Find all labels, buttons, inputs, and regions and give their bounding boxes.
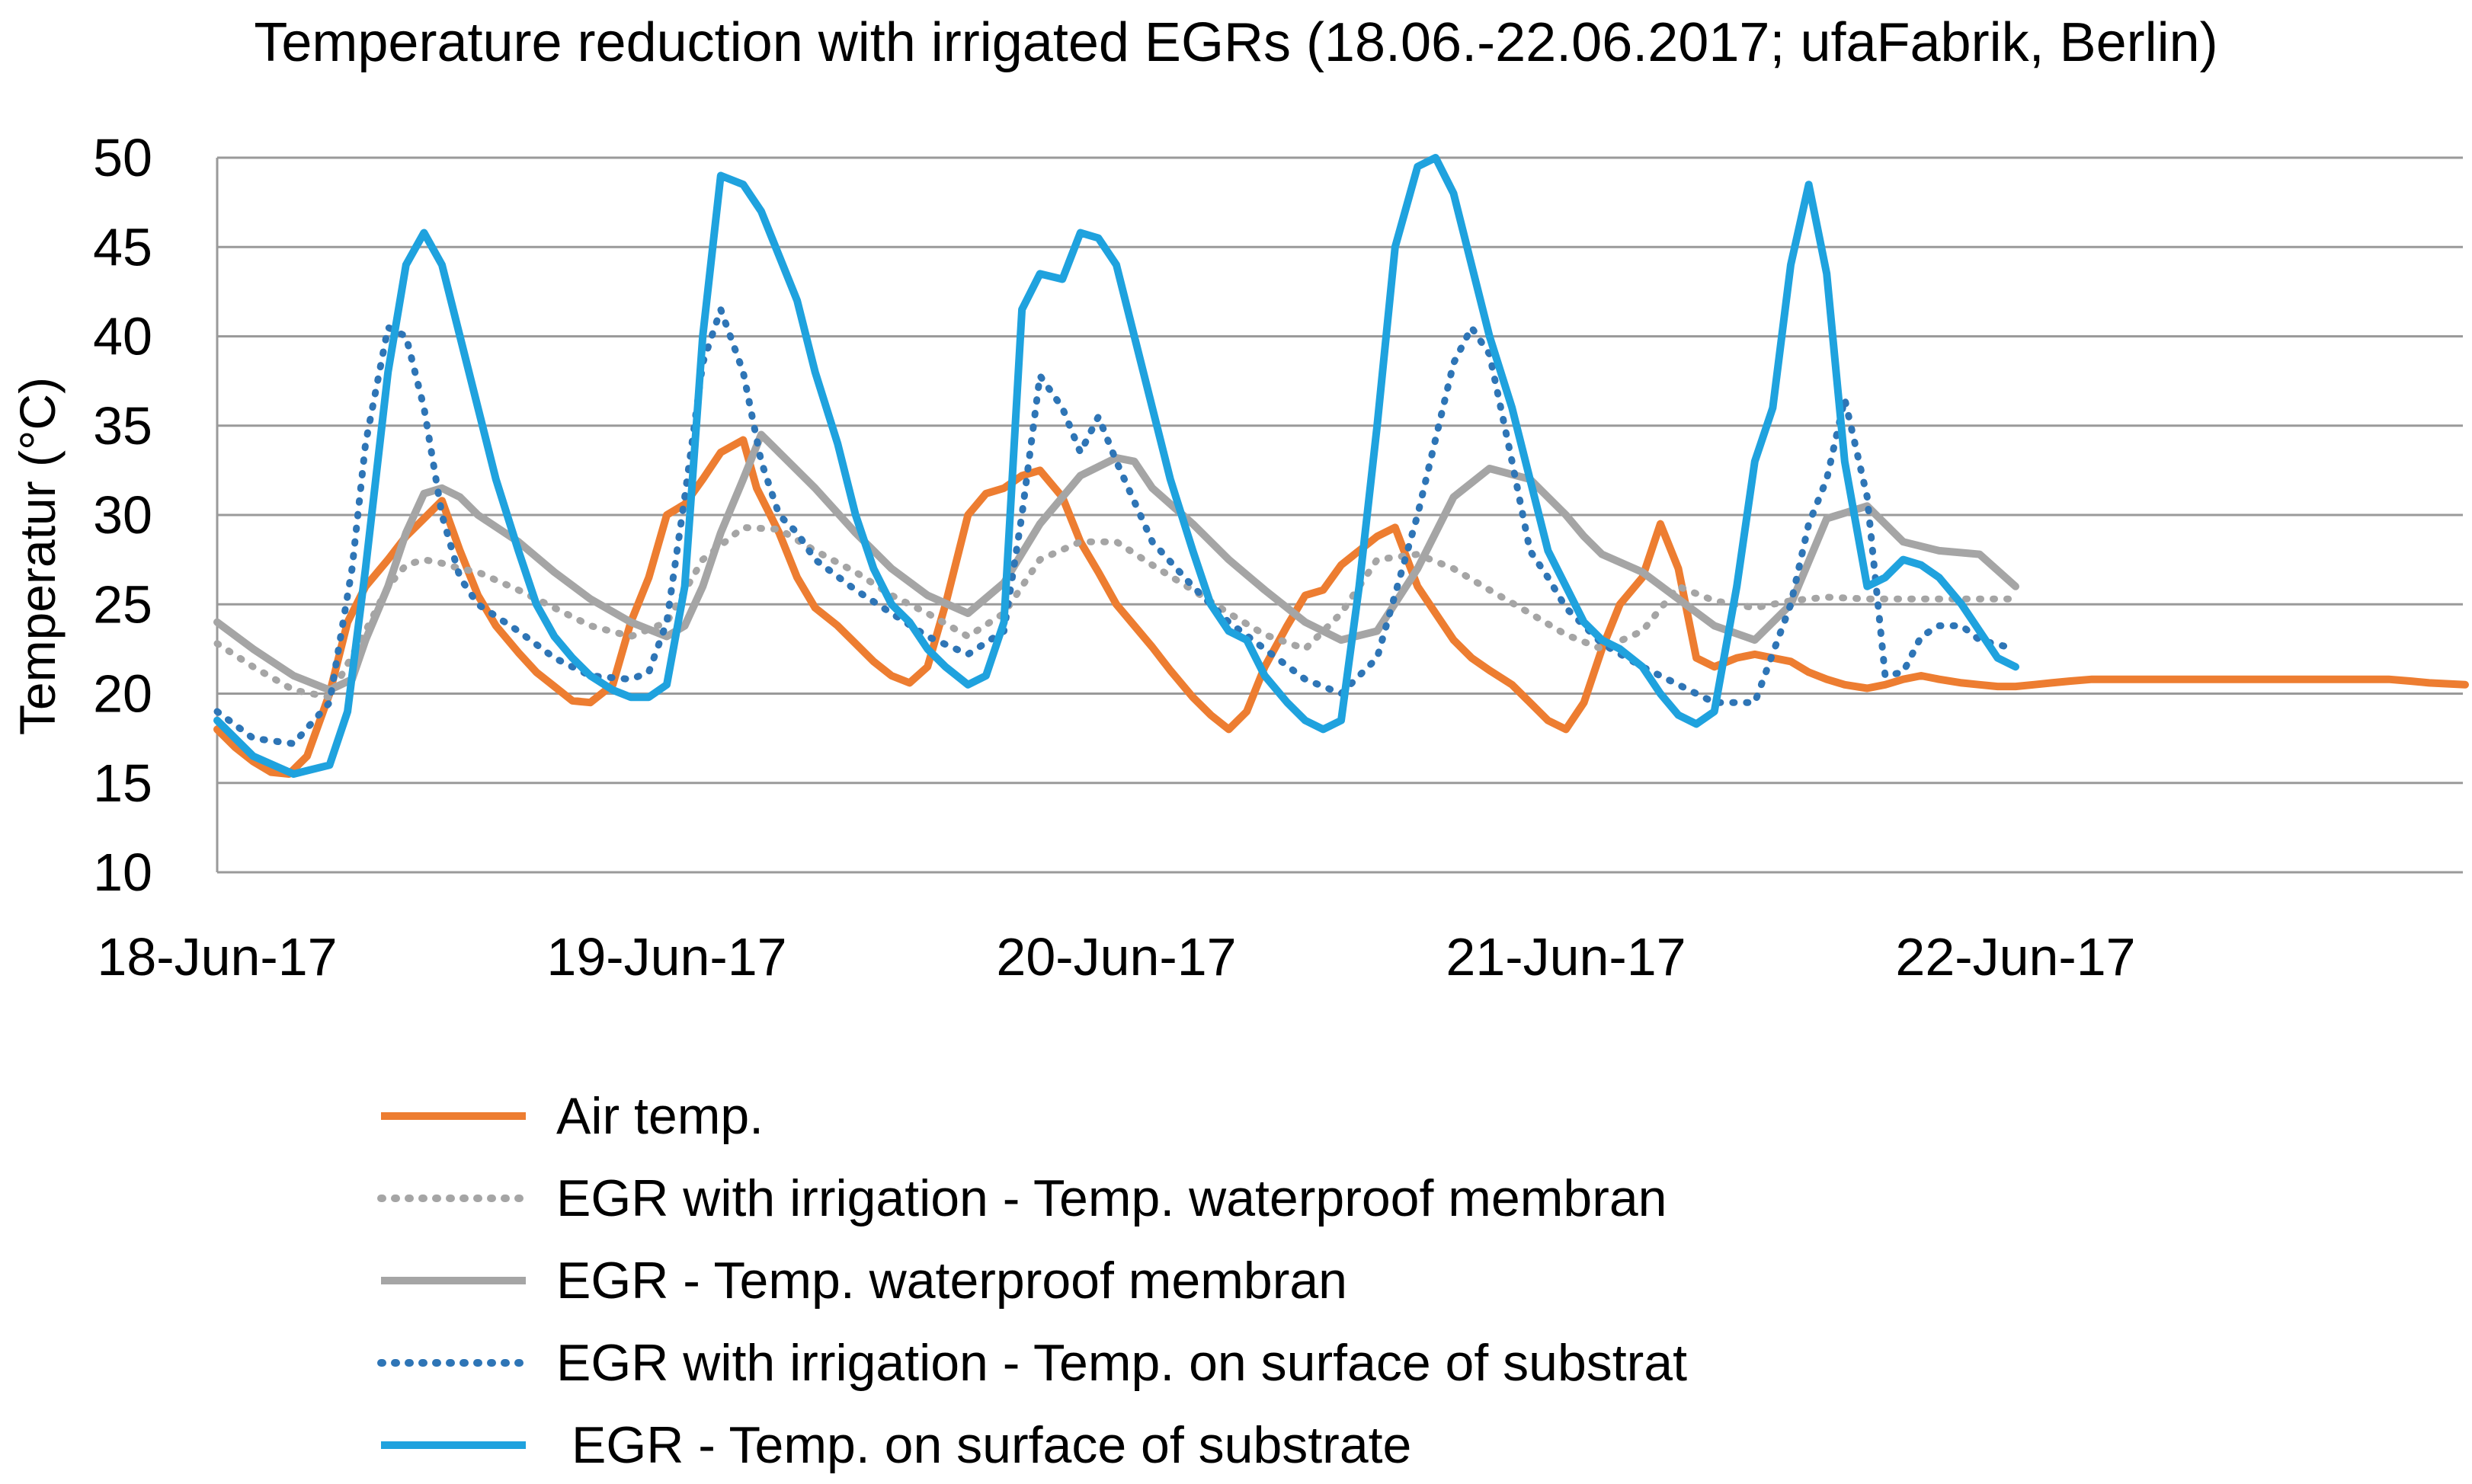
y-axis-label: Temperatur (°C) (9, 377, 66, 735)
y-tick-50: 50 (93, 128, 152, 187)
legend-item-substrate[interactable]: EGR - Temp. on surface of substrate (381, 1416, 1411, 1474)
grid-lines (216, 156, 2463, 874)
legend-label-irrigated-substrate: EGR with irrigation - Temp. on surface o… (556, 1334, 1687, 1392)
air-temp-line (213, 436, 2469, 778)
irrigated-membrane-line (213, 523, 2019, 701)
y-tick-30: 30 (93, 485, 152, 545)
legend-item-air-temp[interactable]: Air temp. (381, 1087, 764, 1145)
x-tick-21-Jun-17: 21-Jun-17 (1446, 927, 1686, 987)
series-lines (213, 154, 2469, 778)
legend-label-air-temp: Air temp. (556, 1087, 764, 1145)
membrane-line (213, 430, 2019, 694)
y-tick-labels: 10 15 20 25 30 35 40 45 50 (93, 128, 152, 902)
x-tick-18-Jun-17: 18-Jun-17 (97, 927, 337, 987)
substrate-line (213, 154, 2019, 778)
legend-item-irrigated-substrate[interactable]: EGR with irrigation - Temp. on surface o… (377, 1334, 1687, 1392)
legend-item-irrigated-membrane[interactable]: EGR with irrigation - Temp. waterproof m… (377, 1169, 1667, 1227)
y-tick-25: 25 (93, 574, 152, 634)
legend: Air temp. EGR with irrigation - Temp. wa… (377, 1087, 1687, 1474)
y-tick-20: 20 (93, 664, 152, 724)
irrigated-substrate-line (213, 305, 2019, 747)
x-tick-labels: 18-Jun-17 19-Jun-17 20-Jun-17 21-Jun-17 22-J… (97, 927, 2135, 987)
y-tick-45: 45 (93, 217, 152, 277)
y-tick-15: 15 (93, 753, 152, 813)
legend-item-membrane[interactable]: EGR - Temp. waterproof membran (381, 1252, 1347, 1310)
x-tick-19-Jun-17: 19-Jun-17 (546, 927, 786, 987)
y-tick-35: 35 (93, 396, 152, 456)
legend-label-membrane: EGR - Temp. waterproof membran (556, 1252, 1347, 1310)
legend-label-irrigated-membrane: EGR with irrigation - Temp. waterproof m… (556, 1169, 1667, 1227)
y-tick-10: 10 (93, 843, 152, 902)
y-tick-40: 40 (93, 307, 152, 366)
chart-title: Temperature reduction with irrigated EGR… (254, 12, 2217, 73)
x-tick-20-Jun-17: 20-Jun-17 (996, 927, 1236, 987)
legend-label-substrate: EGR - Temp. on surface of substrate (572, 1416, 1411, 1474)
x-tick-22-Jun-17: 22-Jun-17 (1895, 927, 2135, 987)
